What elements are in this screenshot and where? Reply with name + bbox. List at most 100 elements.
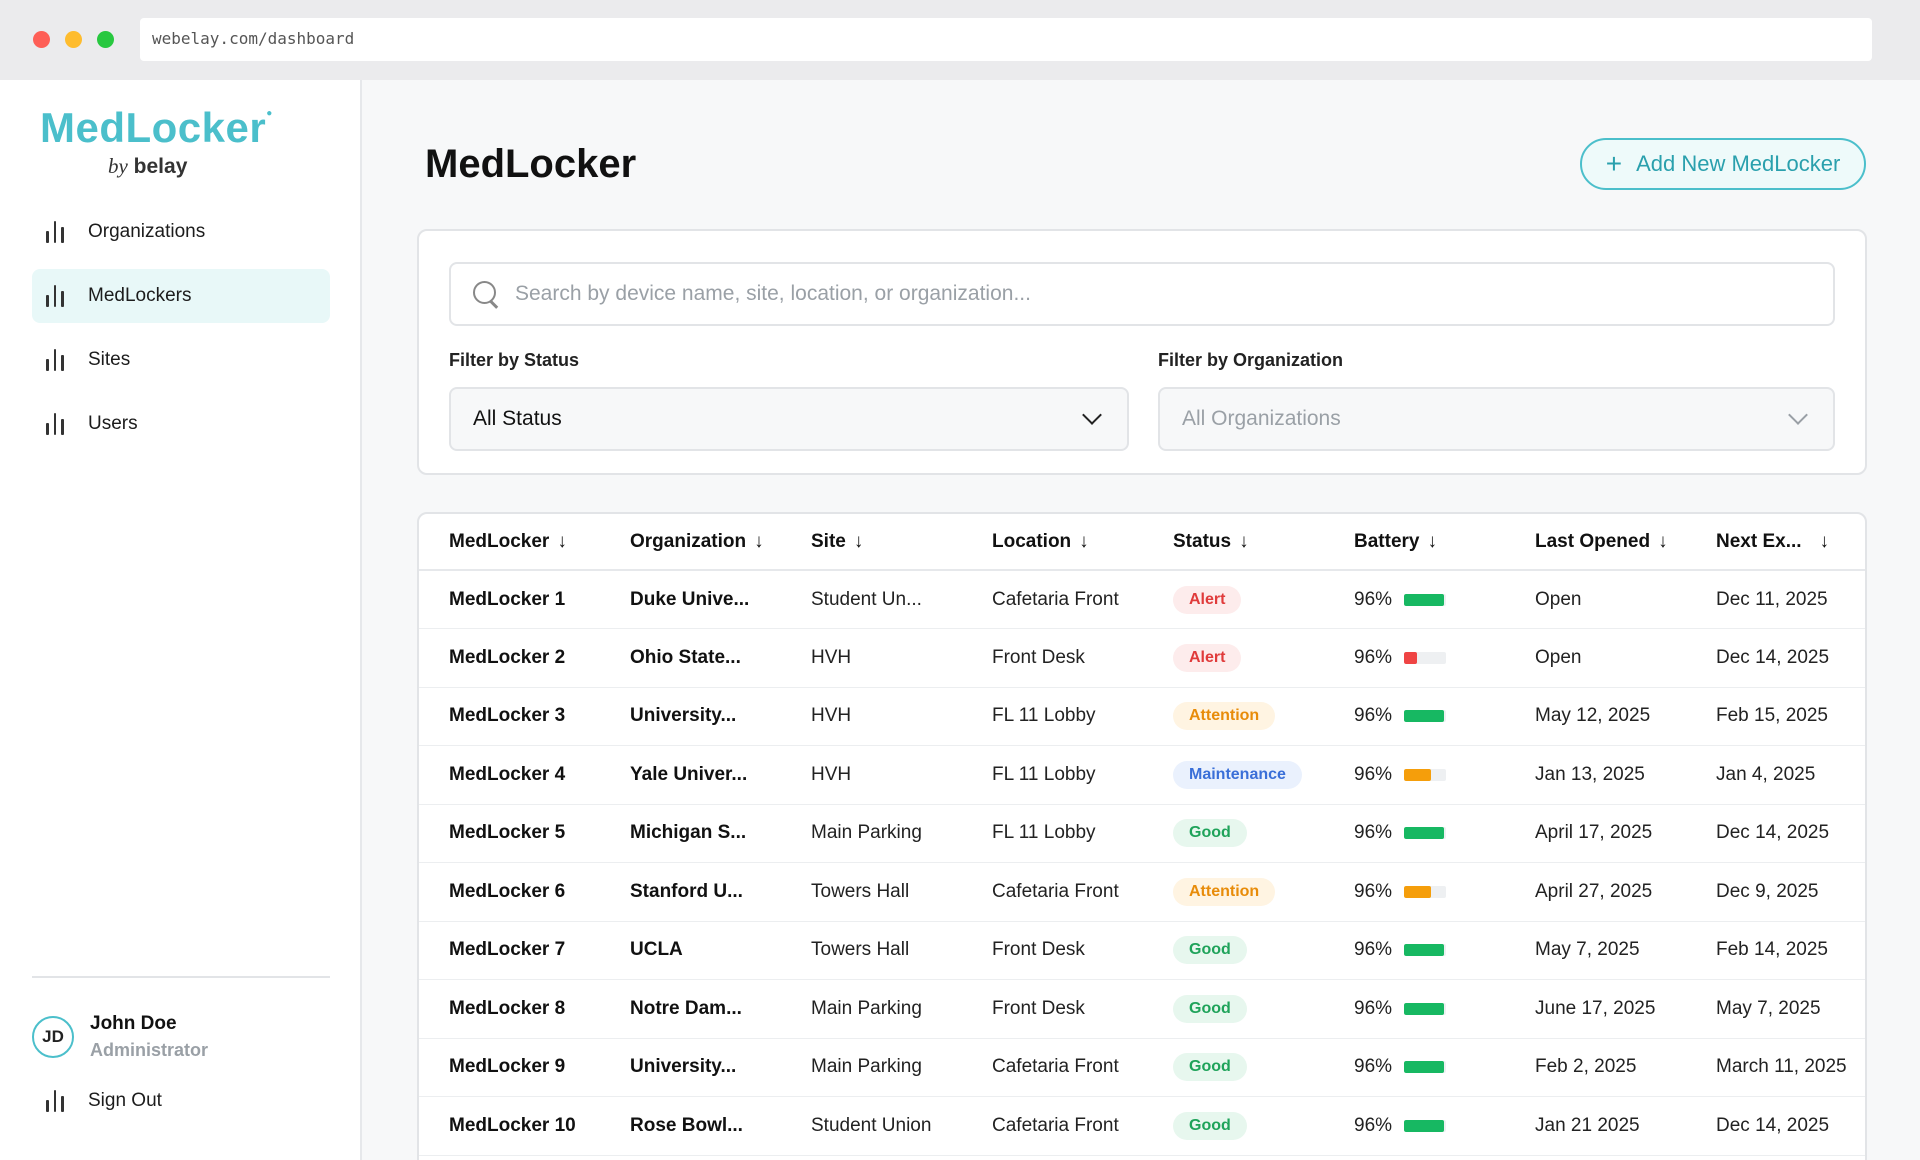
- status-filter-value: All Status: [473, 407, 562, 430]
- status-cell: Attention: [1143, 687, 1324, 746]
- next-exp-cell: Dec 14, 2025: [1686, 1096, 1865, 1156]
- battery-fill: [1404, 944, 1445, 957]
- status-badge: Attention: [1173, 702, 1276, 731]
- location-cell: Front Desk: [962, 921, 1143, 980]
- sidebar-item-sites[interactable]: Sites: [32, 333, 330, 387]
- battery-bar: [1404, 710, 1447, 723]
- column-header-site[interactable]: Site ↓: [781, 514, 962, 571]
- bar-chart-icon: [46, 349, 68, 371]
- organization-cell: Stanford U...: [600, 862, 781, 922]
- close-window-icon[interactable]: [33, 31, 50, 48]
- status-cell: Attention: [1143, 862, 1324, 922]
- battery-cell: 96%: [1324, 1096, 1505, 1156]
- column-header-last-opened[interactable]: Last Opened ↓: [1505, 514, 1686, 571]
- next-exp-cell: Feb 14, 2025: [1686, 921, 1865, 980]
- battery-bar: [1404, 1061, 1447, 1074]
- search-box: [449, 262, 1835, 326]
- table-row[interactable]: MedLocker 9 University... Main Parking Cafe…: [419, 1038, 1865, 1097]
- table-row[interactable]: MedLocker 10 Rose Bowl... Student Union Caf…: [419, 1096, 1865, 1156]
- last-opened-cell: June 17, 2025: [1505, 979, 1686, 1039]
- medlocker-name-cell: MedLocker 4: [419, 745, 600, 805]
- table-row[interactable]: MedLocker 8 Notre Dam... Main Parking Front…: [419, 979, 1865, 1039]
- medlocker-name-cell: MedLocker 1: [419, 570, 600, 629]
- table-row[interactable]: MedLocker 4 Yale Univer... HVH FL 11 Lobby M…: [419, 745, 1865, 805]
- last-opened-cell: Open: [1505, 628, 1686, 688]
- sort-arrow-icon: ↓: [1079, 530, 1089, 552]
- table-body: MedLocker 1 Duke Unive... Student Un... Caf…: [419, 570, 1865, 1156]
- minimize-window-icon[interactable]: [65, 31, 82, 48]
- organization-cell: Michigan S...: [600, 804, 781, 863]
- sort-arrow-icon: ↓: [1819, 530, 1830, 552]
- battery-fill: [1404, 768, 1432, 781]
- location-cell: Cafetaria Front: [962, 570, 1143, 629]
- table-row[interactable]: MedLocker 6 Stanford U... Towers Hall Cafet…: [419, 862, 1865, 922]
- battery-cell: 96%: [1324, 628, 1505, 688]
- sign-out-button[interactable]: Sign Out: [46, 1090, 162, 1112]
- avatar[interactable]: JD: [32, 1016, 74, 1058]
- battery-value: 96%: [1354, 646, 1393, 668]
- column-header-organization[interactable]: Organization ↓: [600, 514, 781, 571]
- sort-arrow-icon: ↓: [1239, 530, 1249, 552]
- sidebar-item-medlockers[interactable]: MedLockers: [32, 269, 330, 323]
- status-badge: Good: [1173, 1053, 1247, 1082]
- org-filter-label: Filter by Organization: [1158, 350, 1344, 370]
- sort-arrow-icon: ↓: [557, 530, 567, 552]
- status-filter-label: Filter by Status: [449, 350, 580, 370]
- org-filter-value: All Organizations: [1182, 407, 1341, 430]
- organization-cell: Duke Unive...: [600, 570, 781, 629]
- organization-cell: Ohio State...: [600, 628, 781, 688]
- battery-fill: [1404, 651, 1417, 664]
- table-row[interactable]: MedLocker 7 UCLA Towers Hall Front Desk Good…: [419, 921, 1865, 980]
- address-bar[interactable]: webelay.com/dashboard: [140, 18, 1872, 61]
- table-row[interactable]: MedLocker 5 Michigan S... Main Parking FL 1…: [419, 804, 1865, 863]
- sidebar-item-label: Sites: [88, 349, 131, 370]
- battery-cell: 96%: [1324, 921, 1505, 980]
- add-button-label: Add New MedLocker: [1636, 151, 1841, 176]
- column-header-medlocker[interactable]: MedLocker ↓: [419, 514, 600, 571]
- column-header-battery[interactable]: Battery ↓: [1324, 514, 1505, 571]
- sidebar-item-users[interactable]: Users: [32, 397, 330, 451]
- status-cell: Good: [1143, 1038, 1324, 1097]
- site-cell: Main Parking: [781, 1038, 962, 1097]
- logo-text: MedLocker: [40, 104, 267, 151]
- location-cell: FL 11 Lobby: [962, 687, 1143, 746]
- add-medlocker-button[interactable]: + Add New MedLocker: [1580, 138, 1866, 190]
- user-name: John Doe: [90, 1013, 177, 1034]
- status-cell: Good: [1143, 979, 1324, 1039]
- table-row[interactable]: MedLocker 1 Duke Unive... Student Un... Caf…: [419, 570, 1865, 629]
- sidebar: MedLocker● by belay Organizations MedLoc…: [0, 80, 362, 1160]
- battery-value: 96%: [1354, 588, 1393, 610]
- sort-arrow-icon: ↓: [1658, 530, 1668, 552]
- status-cell: Good: [1143, 921, 1324, 980]
- battery-value: 96%: [1354, 822, 1393, 844]
- table-header-row: MedLocker ↓ Organization ↓ Site ↓ Location ↓…: [419, 514, 1865, 571]
- table-row[interactable]: MedLocker 3 University... HVH FL 11 Lobby At…: [419, 687, 1865, 746]
- maximize-window-icon[interactable]: [97, 31, 114, 48]
- last-opened-cell: April 17, 2025: [1505, 804, 1686, 863]
- search-input[interactable]: [515, 282, 1815, 306]
- battery-bar: [1404, 827, 1447, 840]
- column-header-label: Location: [992, 530, 1072, 552]
- organization-cell: University...: [600, 687, 781, 746]
- next-exp-cell: Dec 14, 2025: [1686, 804, 1865, 863]
- last-opened-cell: April 27, 2025: [1505, 862, 1686, 922]
- table-row[interactable]: MedLocker 2 Ohio State... HVH Front Desk Ale…: [419, 628, 1865, 688]
- organization-cell: University...: [600, 1038, 781, 1097]
- battery-value: 96%: [1354, 705, 1393, 727]
- status-filter-select[interactable]: All Status: [449, 387, 1129, 451]
- battery-bar: [1404, 1002, 1447, 1015]
- battery-fill: [1404, 885, 1432, 898]
- column-header-location[interactable]: Location ↓: [962, 514, 1143, 571]
- location-cell: Cafetaria Front: [962, 862, 1143, 922]
- next-exp-cell: Dec 14, 2025: [1686, 628, 1865, 688]
- org-filter-select[interactable]: All Organizations: [1158, 387, 1835, 451]
- sidebar-item-organizations[interactable]: Organizations: [32, 205, 330, 259]
- last-opened-cell: Open: [1505, 570, 1686, 629]
- status-cell: Alert: [1143, 570, 1324, 629]
- sidebar-divider: [32, 976, 330, 978]
- column-header-next-exp[interactable]: Next Ex... ↓: [1686, 514, 1865, 571]
- column-header-label: Next Ex...: [1716, 530, 1802, 552]
- column-header-status[interactable]: Status ↓: [1143, 514, 1324, 571]
- location-cell: Front Desk: [962, 979, 1143, 1039]
- sort-arrow-icon: ↓: [853, 530, 864, 552]
